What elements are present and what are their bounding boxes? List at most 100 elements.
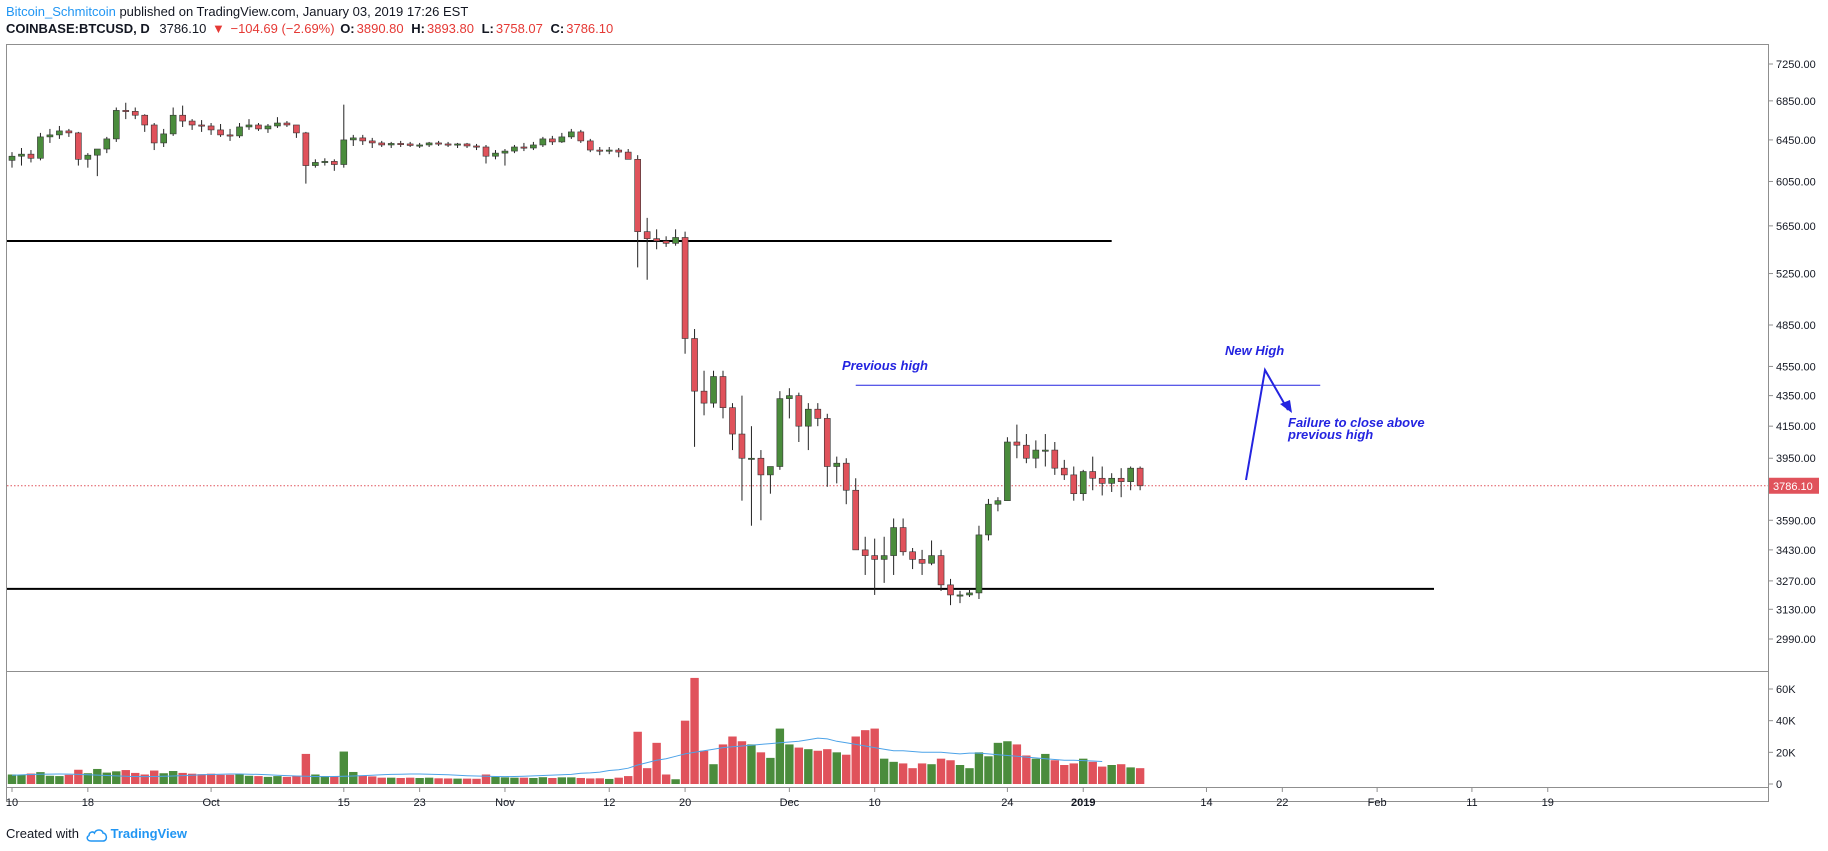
volume-bar	[908, 768, 917, 784]
volume-bar	[197, 774, 206, 784]
volume-bar	[1116, 764, 1126, 784]
candle-body	[150, 124, 158, 144]
last-price: 3786.10	[159, 21, 207, 36]
candlestick-series	[8, 102, 1144, 606]
down-arrow-icon: ▼	[211, 21, 225, 36]
candle-body	[160, 133, 167, 144]
candle-body	[226, 134, 234, 137]
volume-bar	[595, 778, 604, 784]
candle-body	[84, 154, 92, 160]
price-tick-label: 3590.00	[1776, 515, 1816, 527]
volume-bar	[718, 744, 728, 784]
volume-bar	[1135, 768, 1145, 784]
time-tick-label: 2019	[1071, 797, 1095, 809]
candle-body	[738, 433, 746, 459]
time-tick-label: 10	[869, 797, 881, 809]
volume-bar	[870, 728, 879, 784]
price-tick-label: 3430.00	[1776, 545, 1816, 557]
price-tick-label: 6450.00	[1776, 135, 1816, 147]
candle-body	[283, 122, 291, 126]
volume-bar	[813, 750, 822, 784]
symbol-name[interactable]: COINBASE:BTCUSD, D	[6, 21, 150, 36]
price-tick-label: 3950.00	[1776, 453, 1816, 465]
price-tick-label: 2990.00	[1776, 634, 1816, 646]
candle-body	[444, 143, 452, 146]
candle-body	[331, 161, 338, 165]
volume-bar	[330, 776, 339, 784]
candle-body	[397, 143, 404, 145]
volume-bar	[984, 756, 993, 784]
volume-bar	[481, 774, 491, 784]
open-value: 3890.80	[356, 21, 404, 36]
candle-body	[530, 144, 537, 149]
tradingview-logo[interactable]: TradingView	[110, 826, 187, 841]
high-value: 3893.80	[426, 21, 474, 36]
volume-bar	[368, 776, 377, 784]
time-tick-label: 24	[1001, 797, 1013, 809]
annotation-failure-line1: Failure to close above	[1288, 415, 1425, 430]
volume-bar	[292, 775, 301, 784]
volume-bar	[216, 774, 225, 784]
candle-body	[596, 149, 604, 152]
candle-body	[131, 111, 139, 116]
candle-body	[729, 407, 736, 435]
candle-body	[757, 457, 765, 476]
candle-body	[1013, 441, 1021, 446]
volume-bar	[405, 777, 415, 784]
candle-body	[586, 140, 594, 151]
volume-bar	[301, 753, 311, 784]
time-axis[interactable]: 10 18 Oct 15 23 Nov 12 20 Dec 10 24 2019 14 22 Feb 11 19	[6, 787, 1554, 809]
volume-bar	[538, 777, 548, 784]
candle-body	[814, 408, 822, 419]
price-tick-label: 3130.00	[1776, 604, 1816, 616]
volume-bar	[45, 775, 55, 784]
volume-bar	[500, 777, 510, 784]
volume-bar	[567, 777, 576, 784]
candle-body	[767, 466, 774, 476]
candle-body	[776, 398, 784, 467]
candle-body	[501, 150, 509, 154]
volume-bar	[927, 764, 936, 784]
candle-body	[624, 151, 632, 160]
candle-body	[416, 144, 423, 147]
volume-bar	[1050, 760, 1059, 784]
volume-ma-line	[11, 737, 1103, 778]
price-tick-label: 6050.00	[1776, 176, 1816, 188]
candle-body	[1004, 441, 1011, 501]
time-tick-label: 10	[6, 797, 18, 809]
candle-body	[349, 137, 357, 141]
candle-body	[852, 489, 860, 551]
candle-body	[425, 142, 433, 146]
candle-body	[454, 143, 461, 146]
candle-body	[643, 231, 651, 239]
candle-body	[435, 142, 442, 145]
volume-bar	[1126, 767, 1135, 784]
annotation-failure: Failure to close above previous high	[1287, 415, 1425, 442]
candle-body	[795, 395, 803, 427]
price-tick-label: 4350.00	[1776, 391, 1816, 403]
price-axis[interactable]: 7250.00 6850.00 6450.00 6050.00 5650.00 5250.…	[1768, 59, 1819, 646]
volume-bar	[1088, 761, 1097, 784]
volume-bar	[832, 752, 841, 784]
candle-body	[236, 126, 243, 137]
volume-bar	[699, 750, 709, 784]
volume-bar	[576, 777, 585, 784]
candle-body	[378, 142, 386, 146]
horizontal-levels	[7, 239, 1434, 590]
time-tick-label: 12	[603, 797, 615, 809]
high-label: H:	[411, 21, 425, 36]
volume-tick-label: 40K	[1776, 716, 1796, 728]
chart-frame	[6, 44, 1769, 802]
volume-bar	[282, 776, 292, 784]
volume-bar	[168, 771, 178, 784]
candle-body	[37, 136, 44, 159]
candle-body	[122, 110, 130, 112]
volume-bar	[64, 774, 74, 784]
volume-bar	[680, 720, 690, 784]
candle-body	[302, 132, 310, 166]
author-link[interactable]: Bitcoin_Schmitcoin	[6, 4, 116, 19]
candle-body	[1060, 467, 1068, 476]
volume-bar	[244, 775, 254, 784]
volume-bar	[453, 778, 462, 784]
